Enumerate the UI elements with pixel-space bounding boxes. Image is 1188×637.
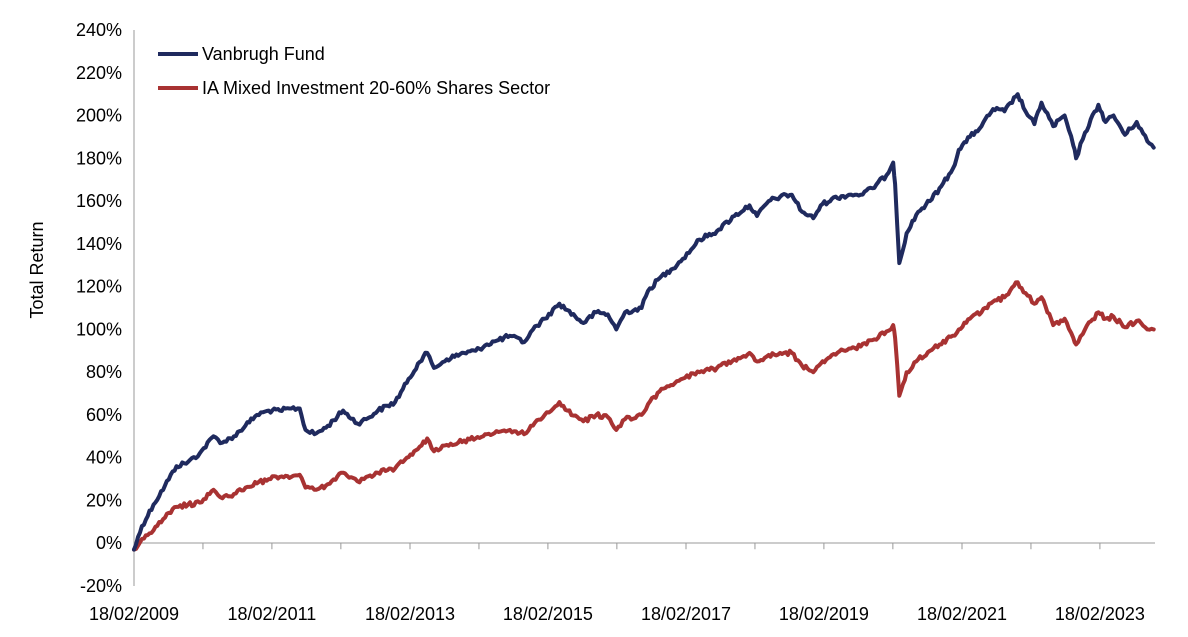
y-tick-label: 120% bbox=[76, 277, 122, 297]
x-tick-label: 18/02/2017 bbox=[641, 604, 731, 624]
x-tick-label: 18/02/2009 bbox=[89, 604, 179, 624]
y-tick-label: 140% bbox=[76, 234, 122, 254]
y-tick-label: 180% bbox=[76, 148, 122, 168]
y-tick-label: 80% bbox=[86, 362, 122, 382]
axes bbox=[133, 30, 1155, 586]
y-tick-label: 200% bbox=[76, 106, 122, 126]
y-tick-label: 160% bbox=[76, 191, 122, 211]
y-tick-label: 0% bbox=[96, 533, 122, 553]
x-tick-label: 18/02/2021 bbox=[917, 604, 1007, 624]
series-layer bbox=[132, 92, 1156, 552]
x-tick-label: 18/02/2023 bbox=[1055, 604, 1145, 624]
x-tick-label: 18/02/2019 bbox=[779, 604, 869, 624]
x-ticks: 18/02/2009 18/02/2011 18/02/2013 18/02/2015… bbox=[89, 543, 1145, 624]
y-ticks: 240% 220% 200% 180% 160% 140% 120% 100% 80% 60% 40… bbox=[76, 20, 122, 596]
x-tick-label: 18/02/2011 bbox=[228, 604, 317, 624]
series-line-ia-mixed-investment-sector bbox=[132, 280, 1156, 552]
y-axis-title: Total Return bbox=[27, 221, 47, 318]
legend: Vanbrugh Fund IA Mixed Investment 20-60% … bbox=[158, 44, 550, 98]
y-tick-label: 60% bbox=[86, 405, 122, 425]
y-tick-label: 20% bbox=[86, 490, 122, 510]
y-tick-label: 220% bbox=[76, 63, 122, 83]
y-tick-label: -20% bbox=[80, 576, 122, 596]
x-tick-label: 18/02/2015 bbox=[503, 604, 593, 624]
legend-label: IA Mixed Investment 20-60% Shares Sector bbox=[202, 78, 550, 98]
legend-label: Vanbrugh Fund bbox=[202, 44, 325, 64]
y-tick-label: 100% bbox=[76, 319, 122, 339]
y-tick-label: 240% bbox=[76, 20, 122, 40]
x-tick-label: 18/02/2013 bbox=[365, 604, 455, 624]
series-line-vanbrugh-fund bbox=[132, 92, 1156, 552]
y-tick-label: 40% bbox=[86, 448, 122, 468]
